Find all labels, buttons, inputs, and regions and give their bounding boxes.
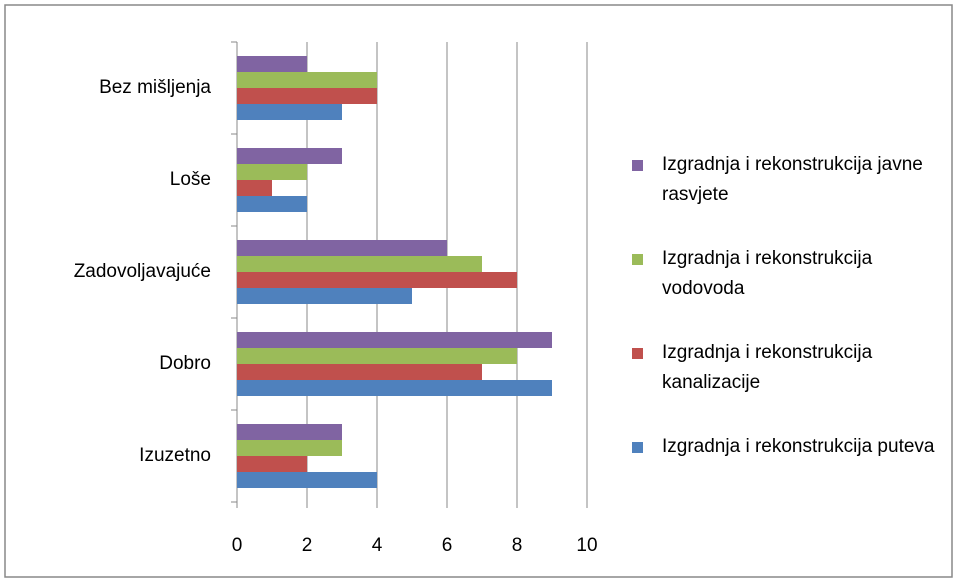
legend-swatch bbox=[632, 254, 643, 265]
legend-label: Izgradnja i rekonstrukcija vodovoda bbox=[662, 248, 873, 299]
x-tick-label: 8 bbox=[512, 535, 523, 556]
y-tick-label: Dobro bbox=[159, 353, 211, 374]
bar bbox=[237, 196, 307, 212]
x-tick-label: 2 bbox=[302, 535, 313, 556]
y-tick-label: Zadovoljavajuće bbox=[74, 261, 211, 282]
y-tick-label: Bez mišljenja bbox=[99, 77, 211, 98]
bar bbox=[237, 288, 412, 304]
legend-label: Izgradnja i rekonstrukcija puteva bbox=[662, 436, 935, 457]
legend-swatch bbox=[632, 348, 643, 359]
bar bbox=[237, 164, 307, 180]
bar bbox=[237, 348, 517, 364]
bar bbox=[237, 180, 272, 196]
legend-label: Izgradnja i rekonstrukcija kanalizacije bbox=[662, 342, 873, 393]
y-tick-label: Izuzetno bbox=[139, 445, 211, 466]
x-tick-label: 0 bbox=[232, 535, 243, 556]
bar bbox=[237, 148, 342, 164]
bar bbox=[237, 256, 482, 272]
bar bbox=[237, 332, 552, 348]
bar bbox=[237, 380, 552, 396]
x-tick-label: 4 bbox=[372, 535, 383, 556]
bar bbox=[237, 424, 342, 440]
bar bbox=[237, 456, 307, 472]
bar bbox=[237, 104, 342, 120]
legend-label: Izgradnja i rekonstrukcija javne rasvjet… bbox=[662, 154, 923, 205]
legend-swatch bbox=[632, 442, 643, 453]
y-tick-label: Loše bbox=[170, 169, 211, 190]
legend-swatch bbox=[632, 160, 643, 171]
x-tick-label: 10 bbox=[576, 535, 597, 556]
bar bbox=[237, 72, 377, 88]
bar bbox=[237, 440, 342, 456]
chart-border bbox=[4, 4, 953, 578]
bar bbox=[237, 272, 517, 288]
bar bbox=[237, 364, 482, 380]
x-tick-label: 6 bbox=[442, 535, 453, 556]
bar bbox=[237, 56, 307, 72]
bar bbox=[237, 240, 447, 256]
bar bbox=[237, 472, 377, 488]
bar bbox=[237, 88, 377, 104]
